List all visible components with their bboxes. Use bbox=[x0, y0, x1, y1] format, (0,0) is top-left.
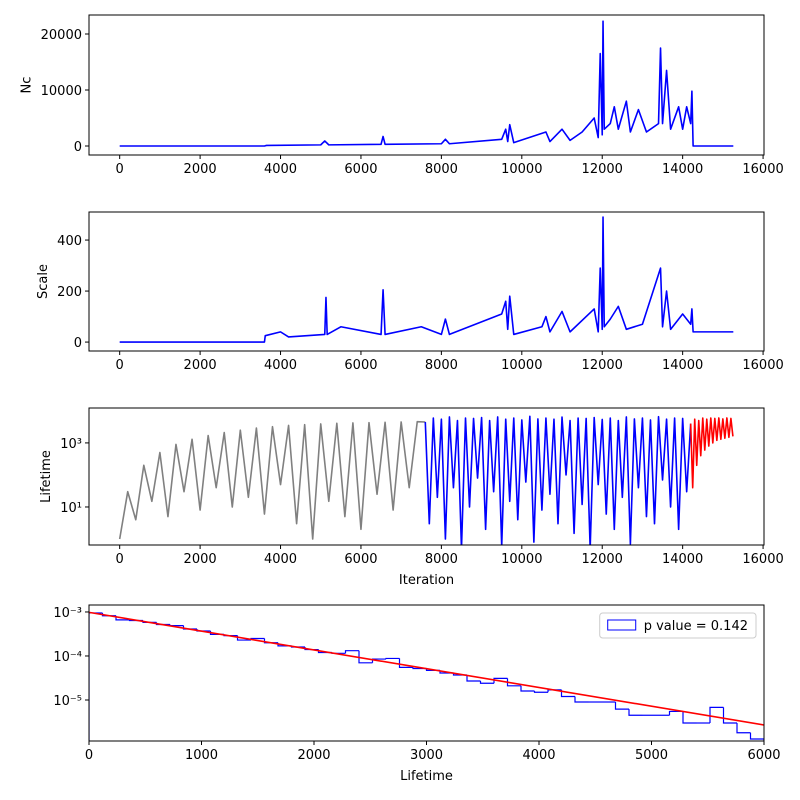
plot-area bbox=[89, 611, 764, 741]
axes-frame bbox=[88, 407, 765, 546]
histogram-bin bbox=[358, 650, 373, 664]
x-tick-label: 0 bbox=[116, 162, 124, 177]
x-tick-label: 14000 bbox=[662, 552, 703, 567]
histogram-bin bbox=[722, 707, 737, 724]
y-axis-label: Nc bbox=[20, 77, 35, 94]
x-tick-label: 12000 bbox=[582, 358, 623, 373]
histogram-bin bbox=[749, 732, 764, 741]
series-line bbox=[689, 417, 734, 489]
series-line bbox=[119, 20, 734, 147]
x-tick-label: 2000 bbox=[184, 162, 217, 177]
x-tick-label: 4000 bbox=[522, 748, 555, 763]
x-tick-label: 5000 bbox=[635, 748, 668, 763]
x-tick-label: 16000 bbox=[742, 358, 783, 373]
y-tick-label: 10¹ bbox=[60, 501, 82, 516]
histogram-bin bbox=[493, 677, 508, 684]
x-tick-label: 6000 bbox=[344, 162, 377, 177]
histogram-bin bbox=[614, 702, 629, 710]
histogram-bin bbox=[398, 658, 413, 669]
y-tick-label: 10⁻⁴ bbox=[53, 650, 82, 665]
x-tick-label: 0 bbox=[116, 358, 124, 373]
histogram-bin bbox=[385, 657, 400, 660]
axes-frame bbox=[88, 14, 765, 156]
legend-swatch bbox=[607, 619, 637, 631]
x-tick-label: 12000 bbox=[582, 552, 623, 567]
y-tick-label: 200 bbox=[57, 285, 82, 300]
y-tick-label: 0 bbox=[74, 336, 82, 351]
histogram-bin bbox=[506, 678, 521, 687]
x-tick-label: 1000 bbox=[185, 748, 218, 763]
y-axis-label: Scale bbox=[36, 264, 51, 299]
y-tick-label: 10000 bbox=[41, 84, 82, 99]
x-tick-label: 16000 bbox=[742, 552, 783, 567]
histogram-bin bbox=[668, 710, 683, 716]
histogram-bin bbox=[628, 709, 643, 716]
x-tick-label: 6000 bbox=[344, 358, 377, 373]
x-axis-label: Iteration bbox=[399, 573, 454, 588]
x-tick-label: 8000 bbox=[425, 358, 458, 373]
y-tick-label: 10⁻⁵ bbox=[53, 694, 82, 709]
x-tick-label: 6000 bbox=[747, 748, 780, 763]
x-tick-label: 6000 bbox=[344, 552, 377, 567]
histogram-bin bbox=[560, 689, 575, 698]
x-tick-label: 0 bbox=[116, 552, 124, 567]
series-line bbox=[118, 420, 426, 540]
plot-area bbox=[119, 20, 734, 147]
series-line bbox=[89, 611, 764, 726]
plot-area bbox=[119, 216, 734, 343]
histogram-bin bbox=[89, 612, 103, 741]
histogram-bin bbox=[736, 723, 751, 734]
histogram-bin bbox=[520, 685, 535, 692]
histogram-bin bbox=[574, 696, 589, 703]
legend-label: p value = 0.142 bbox=[644, 619, 748, 634]
x-tick-label: 4000 bbox=[264, 552, 297, 567]
y-tick-label: 0 bbox=[74, 140, 82, 155]
x-tick-label: 4000 bbox=[264, 358, 297, 373]
x-axis-label: Lifetime bbox=[400, 769, 453, 784]
histogram-bin bbox=[682, 711, 697, 724]
x-tick-label: 4000 bbox=[264, 162, 297, 177]
x-tick-label: 10000 bbox=[501, 162, 542, 177]
histogram-bin bbox=[533, 691, 548, 693]
x-tick-label: 12000 bbox=[582, 162, 623, 177]
plot-area bbox=[118, 415, 734, 545]
x-tick-label: 3000 bbox=[410, 748, 443, 763]
y-tick-label: 10⁻³ bbox=[53, 606, 82, 621]
series-line bbox=[424, 415, 692, 545]
x-tick-label: 16000 bbox=[742, 162, 783, 177]
subplot: 0 2000 4000 6000 8000 10000 12000 14000 16000 10¹… bbox=[39, 407, 784, 588]
subplot: 0 1000 2000 3000 4000 5000 6000 10⁻³ 10⁻⁴ 10⁻⁵ Lif… bbox=[53, 604, 781, 784]
subplot: 0 2000 4000 6000 8000 10000 12000 14000 16000 0 10… bbox=[20, 14, 784, 177]
x-tick-label: 10000 bbox=[501, 552, 542, 567]
legend: p value = 0.142 bbox=[599, 612, 757, 639]
x-tick-label: 0 bbox=[85, 748, 93, 763]
x-tick-label: 14000 bbox=[662, 358, 703, 373]
histogram-bin bbox=[479, 681, 494, 684]
x-tick-label: 2000 bbox=[184, 552, 217, 567]
series-line bbox=[119, 216, 734, 343]
axes-frame bbox=[88, 211, 765, 352]
x-tick-label: 8000 bbox=[425, 552, 458, 567]
x-tick-label: 8000 bbox=[425, 162, 458, 177]
x-tick-label: 2000 bbox=[297, 748, 330, 763]
legend-box bbox=[599, 612, 757, 639]
subplot: 0 2000 4000 6000 8000 10000 12000 14000 16000 0 20… bbox=[36, 211, 784, 373]
x-tick-label: 2000 bbox=[184, 358, 217, 373]
x-tick-label: 14000 bbox=[662, 162, 703, 177]
y-axis-label: Lifetime bbox=[39, 450, 54, 503]
histogram-bin bbox=[344, 650, 359, 654]
y-tick-label: 400 bbox=[57, 234, 82, 249]
y-tick-label: 20000 bbox=[41, 28, 82, 43]
y-tick-label: 10³ bbox=[60, 437, 82, 452]
histogram-bin bbox=[709, 706, 724, 724]
x-tick-label: 10000 bbox=[501, 358, 542, 373]
histogram-bin bbox=[466, 674, 481, 682]
